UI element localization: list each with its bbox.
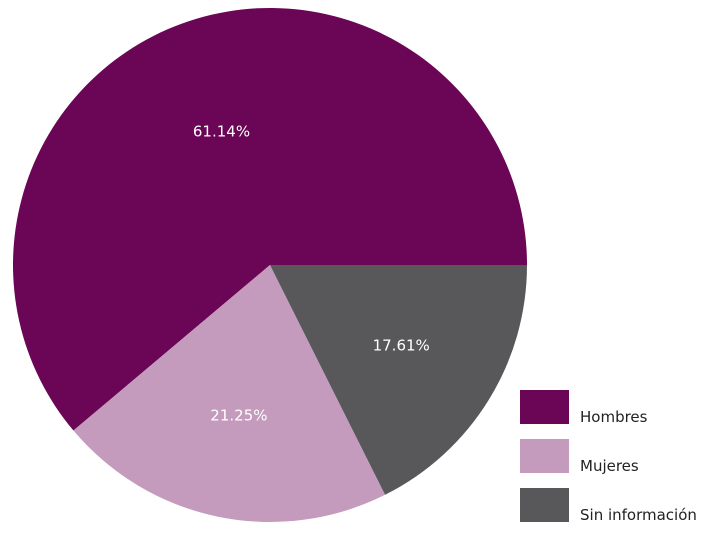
pie-slice-mujeres <box>73 265 386 522</box>
pie-label-sin-informaci-n: 17.61% <box>373 337 430 355</box>
pie-chart: 61.14% 21.25% 17.61% <box>12 7 527 522</box>
legend-label-hombres: Hombres <box>580 408 648 426</box>
legend-swatch-mujeres <box>520 439 569 473</box>
pie-labels: 61.14% 21.25% 17.61% <box>193 123 430 425</box>
legend-item-mujeres: Mujeres <box>520 439 723 488</box>
legend: Hombres Mujeres Sin información <box>520 390 723 537</box>
pie-label-hombres: 61.14% <box>193 123 250 141</box>
legend-swatch-hombres <box>520 390 569 424</box>
pie-slice-hombres <box>12 7 527 431</box>
pie-slices <box>12 7 527 522</box>
legend-item-hombres: Hombres <box>520 390 723 439</box>
pie-slice-sin-informaci-n <box>270 265 527 495</box>
legend-label-mujeres: Mujeres <box>580 457 639 475</box>
legend-label-sin-informacion: Sin información <box>580 506 697 524</box>
legend-swatch-sin-informacion <box>520 488 569 522</box>
pie-label-mujeres: 21.25% <box>210 407 267 425</box>
legend-item-sin-informacion: Sin información <box>520 488 723 537</box>
